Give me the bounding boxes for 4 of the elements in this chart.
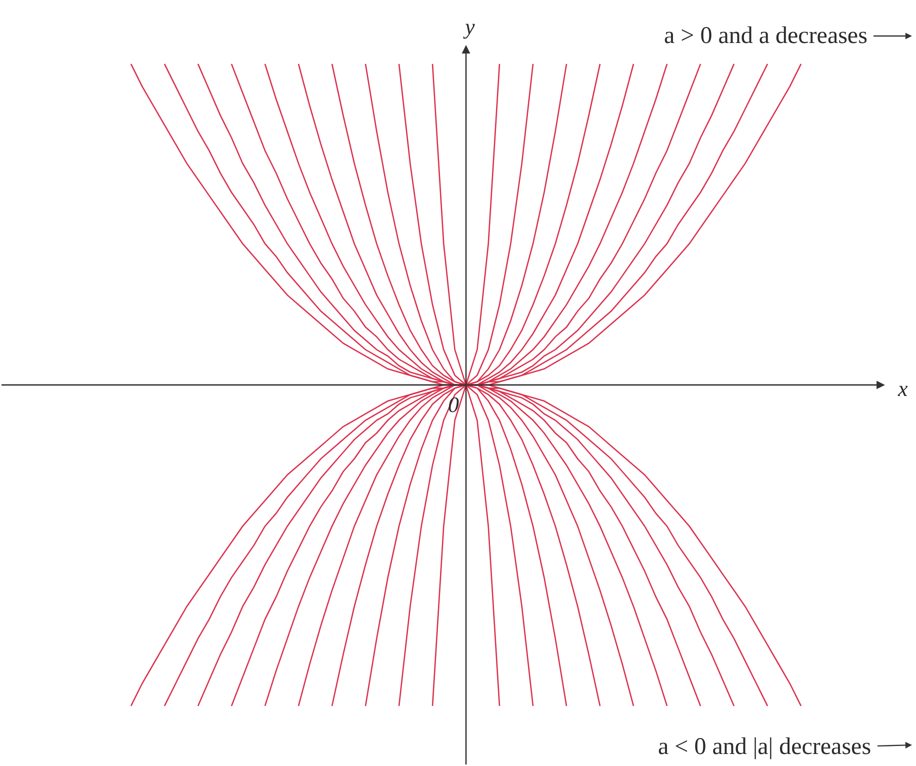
text: a > 0 and a decreases bbox=[664, 23, 868, 49]
text: a < 0 and |a| decreases bbox=[658, 734, 872, 760]
y-axis-title: y bbox=[463, 14, 475, 39]
x-axis-title: x bbox=[897, 376, 908, 401]
